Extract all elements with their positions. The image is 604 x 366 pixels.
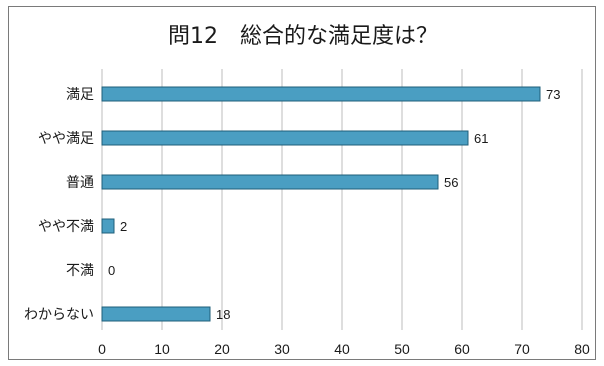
data-labels: 73 61 56 2 0 18: [108, 87, 560, 322]
category-label: 満足: [66, 87, 94, 103]
x-tick-label: 30: [274, 341, 290, 357]
bars: [101, 86, 541, 322]
category-label: やや満足: [38, 131, 94, 147]
chart-title: 問12 総合的な満足度は？: [168, 24, 438, 49]
x-tick-label: 10: [154, 341, 170, 357]
x-axis-tick-labels: 0 10 20 30 40 50 60 70 80: [98, 341, 590, 357]
category-label: 不満: [66, 263, 94, 279]
bar: [101, 174, 439, 190]
category-label: 普通: [66, 175, 94, 191]
data-label: 2: [120, 219, 127, 234]
gridlines: [101, 69, 583, 330]
x-tick-label: 70: [514, 341, 530, 357]
data-label: 0: [108, 263, 115, 278]
category-label: わからない: [24, 307, 94, 323]
x-tick-label: 0: [98, 341, 106, 357]
x-tick-label: 20: [214, 341, 230, 357]
x-tick-label: 60: [454, 341, 470, 357]
chart-frame: 問12 総合的な満足度は？ 満足 やや満足 普通 やや不満 不満 わからない 0 10 20 3…: [8, 6, 596, 360]
bar: [101, 86, 541, 102]
data-label: 61: [474, 131, 488, 146]
data-label: 73: [546, 87, 560, 102]
bar: [101, 306, 211, 322]
data-label: 18: [216, 307, 230, 322]
bar: [101, 218, 115, 234]
data-label: 56: [444, 175, 458, 190]
x-tick-label: 80: [574, 341, 590, 357]
x-tick-label: 50: [394, 341, 410, 357]
bar: [101, 130, 469, 146]
x-tick-label: 40: [334, 341, 350, 357]
category-label: やや不満: [38, 219, 94, 235]
